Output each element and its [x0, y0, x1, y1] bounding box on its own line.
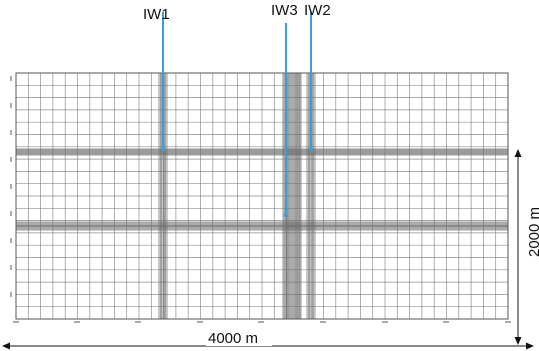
well-iw2: IW2 [304, 2, 331, 151]
x-tick-mark [13, 321, 19, 323]
y-tick-mark [10, 238, 12, 243]
width-arrow-right-icon [526, 342, 534, 350]
width-dimension: 4000 m [2, 330, 534, 350]
height-dimension-label: 2000 m [526, 207, 539, 257]
x-tick-mark [197, 321, 203, 323]
width-arrow-left-icon [2, 342, 10, 350]
well-iw2-label: IW2 [304, 2, 331, 19]
well-iw1-label: IW1 [143, 6, 170, 23]
y-tick-mark [10, 184, 12, 189]
x-tick-mark [74, 321, 80, 323]
y-tick-mark [10, 211, 12, 216]
x-tick-mark [135, 321, 141, 323]
well-iw1-marker [161, 147, 165, 151]
well-iw2-marker [309, 147, 313, 151]
well-iw1: IW1 [143, 6, 170, 151]
mesh-grid [16, 73, 508, 319]
well-iw3: IW3 [271, 2, 298, 217]
x-tick-mark [505, 321, 511, 323]
y-tick-mark [10, 103, 12, 108]
y-tick-mark [10, 157, 12, 162]
height-dimension: 2000 m [514, 149, 539, 345]
y-tick-mark [10, 292, 12, 297]
y-tick-labels [10, 76, 12, 297]
y-tick-mark [10, 76, 12, 81]
well-iw3-label: IW3 [271, 2, 298, 19]
model-domain-border [15, 72, 509, 320]
well-iw3-marker [284, 213, 288, 217]
x-tick-mark [320, 321, 326, 323]
height-arrow-bottom-icon [514, 337, 522, 345]
x-tick-mark [258, 321, 264, 323]
y-tick-mark [10, 130, 12, 135]
height-arrow-top-icon [514, 149, 522, 157]
x-tick-mark [443, 321, 449, 323]
x-tick-mark [382, 321, 388, 323]
width-dimension-label: 4000 m [208, 330, 258, 347]
x-tick-labels [13, 321, 511, 323]
y-tick-mark [10, 265, 12, 270]
width-label-bg [206, 332, 272, 346]
